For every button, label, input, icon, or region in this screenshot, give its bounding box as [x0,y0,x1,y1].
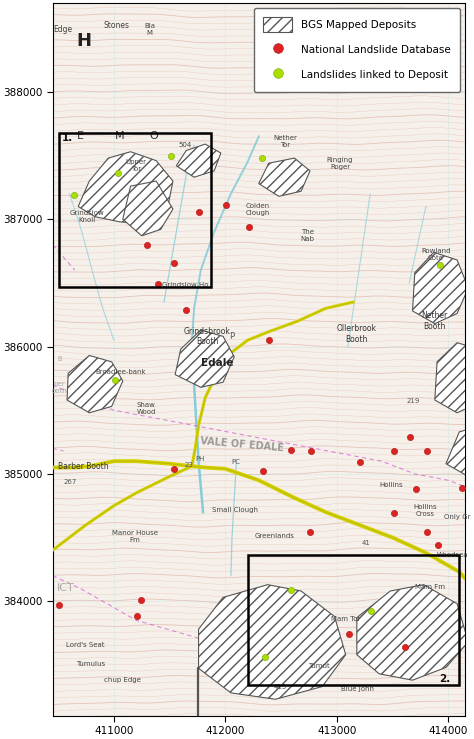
Polygon shape [435,343,474,413]
Bar [247,556,459,685]
Text: Manor House
Fm: Manor House Fm [112,530,158,542]
Text: Bla
M: Bla M [144,23,155,36]
Text: 219: 219 [407,398,420,404]
Text: M: M [115,132,124,141]
Text: Only Gr: Only Gr [444,514,470,520]
Text: 2.: 2. [439,674,450,684]
Text: PH: PH [195,456,204,462]
Text: Nether
Booth: Nether Booth [422,311,448,331]
Text: Upper
Tor: Upper Tor [126,160,146,172]
Text: Edge: Edge [54,25,73,34]
Text: Hollins: Hollins [380,483,403,488]
Text: Greenlands: Greenlands [255,534,294,539]
Polygon shape [198,585,346,739]
Text: Grindslow Ho: Grindslow Ho [162,282,209,288]
Text: Tumut: Tumut [308,663,330,669]
Text: 41: 41 [361,539,370,545]
Text: B: B [57,356,62,362]
Text: H: H [76,32,91,50]
Text: 267: 267 [64,479,77,485]
Text: 415: 415 [273,684,287,689]
Polygon shape [259,158,310,197]
Polygon shape [78,151,173,225]
Text: ICT: ICT [57,584,75,593]
Text: Nether
Tor: Nether Tor [273,135,297,148]
Text: Mam Tor: Mam Tor [331,616,360,622]
Text: 23: 23 [184,462,193,468]
Text: PC: PC [231,460,240,466]
Text: Rowland
Cote: Rowland Cote [421,248,451,262]
Text: Stones: Stones [103,21,129,30]
Text: Edale: Edale [201,358,234,368]
Text: Lord's Seat: Lord's Seat [65,641,104,647]
Text: P: P [229,332,235,341]
Text: 1.: 1. [62,133,73,143]
Text: Colden
Clough: Colden Clough [246,202,270,216]
Text: Ringing
Roger: Ringing Roger [327,157,353,170]
Text: 504: 504 [179,143,192,149]
Bar [59,133,211,287]
Text: Shaw
Wood: Shaw Wood [137,403,156,415]
Text: The
Nab: The Nab [301,229,315,242]
Text: Mam Fm: Mam Fm [415,585,446,590]
Text: Broadlee-bank: Broadlee-bank [95,369,146,375]
Text: Hollins
Cross: Hollins Cross [413,504,437,517]
Legend: BGS Mapped Deposits, National Landslide Database, Landslides linked to Deposit: BGS Mapped Deposits, National Landslide … [254,8,460,92]
Text: per
ooth: per ooth [51,381,67,394]
Text: Small Clough: Small Clough [212,506,258,513]
Text: O: O [150,132,158,141]
Text: Grindsbrook
Booth: Grindsbrook Booth [184,327,231,346]
Text: E: E [77,132,84,141]
Polygon shape [446,426,474,477]
Text: chup Edge: chup Edge [104,677,141,683]
Polygon shape [176,144,221,177]
Polygon shape [357,585,468,680]
Polygon shape [412,252,468,324]
Text: Barber Booth: Barber Booth [58,462,109,471]
Text: Blue John: Blue John [341,686,374,692]
Text: Grindslow
Knoll: Grindslow Knoll [70,210,104,223]
Polygon shape [175,330,234,387]
Text: Woodsea: Woodsea [437,552,468,559]
Text: VALE OF EDALE: VALE OF EDALE [200,436,284,453]
Text: Tumulus: Tumulus [76,661,105,667]
Polygon shape [67,355,123,413]
Polygon shape [123,181,173,236]
Text: Ollerbrook
Booth: Ollerbrook Booth [337,324,377,344]
